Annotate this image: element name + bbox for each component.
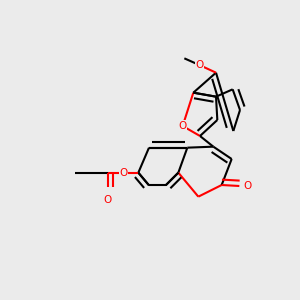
Text: O: O [119,168,128,178]
Text: O: O [178,121,187,131]
Text: O: O [103,195,112,205]
Text: O: O [195,60,203,70]
Text: O: O [243,181,251,191]
